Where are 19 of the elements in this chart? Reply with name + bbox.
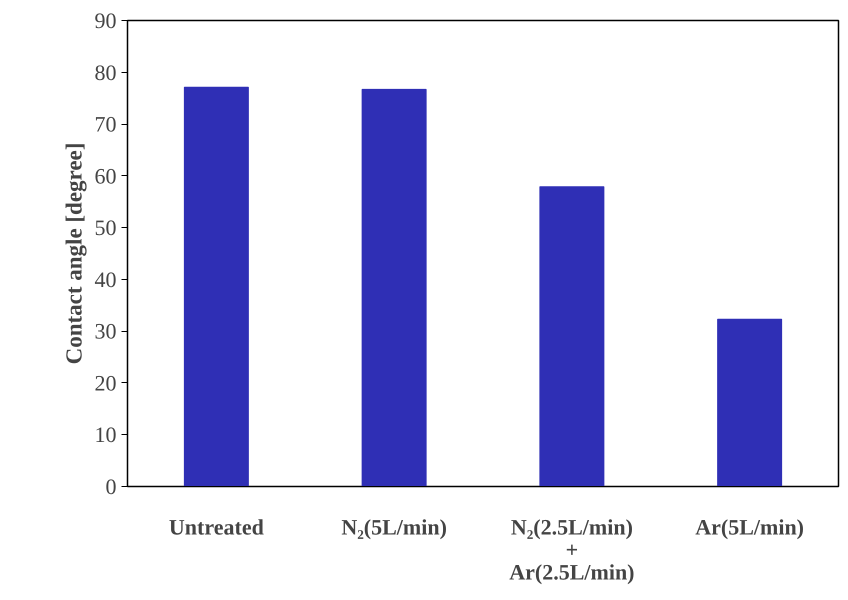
y-tick-label: 0	[106, 474, 116, 499]
x-tick-label: Untreated	[168, 514, 264, 540]
y-tick-label: 50	[94, 215, 116, 240]
y-tick-label: 40	[94, 266, 116, 292]
bar	[362, 88, 427, 486]
x-tick-label: N₂(5L/min)	[341, 514, 447, 540]
y-tick-label: 70	[94, 112, 116, 137]
y-tick-label: 60	[94, 163, 116, 188]
bar	[717, 318, 782, 486]
x-tick-label: N₂(2.5L/min) + Ar(2.5L/min)	[509, 514, 635, 584]
y-tick-label: 20	[94, 370, 116, 396]
x-tick-label: Ar(5L/min)	[695, 514, 804, 540]
y-tick-label: 90	[94, 8, 116, 33]
y-tick-label: 30	[94, 318, 116, 344]
bar	[184, 86, 249, 486]
y-axis-title: Contact angle [degree]	[62, 142, 88, 364]
y-tick-label: 10	[94, 422, 116, 448]
y-tick-label: 80	[94, 60, 116, 85]
bar	[539, 186, 604, 486]
